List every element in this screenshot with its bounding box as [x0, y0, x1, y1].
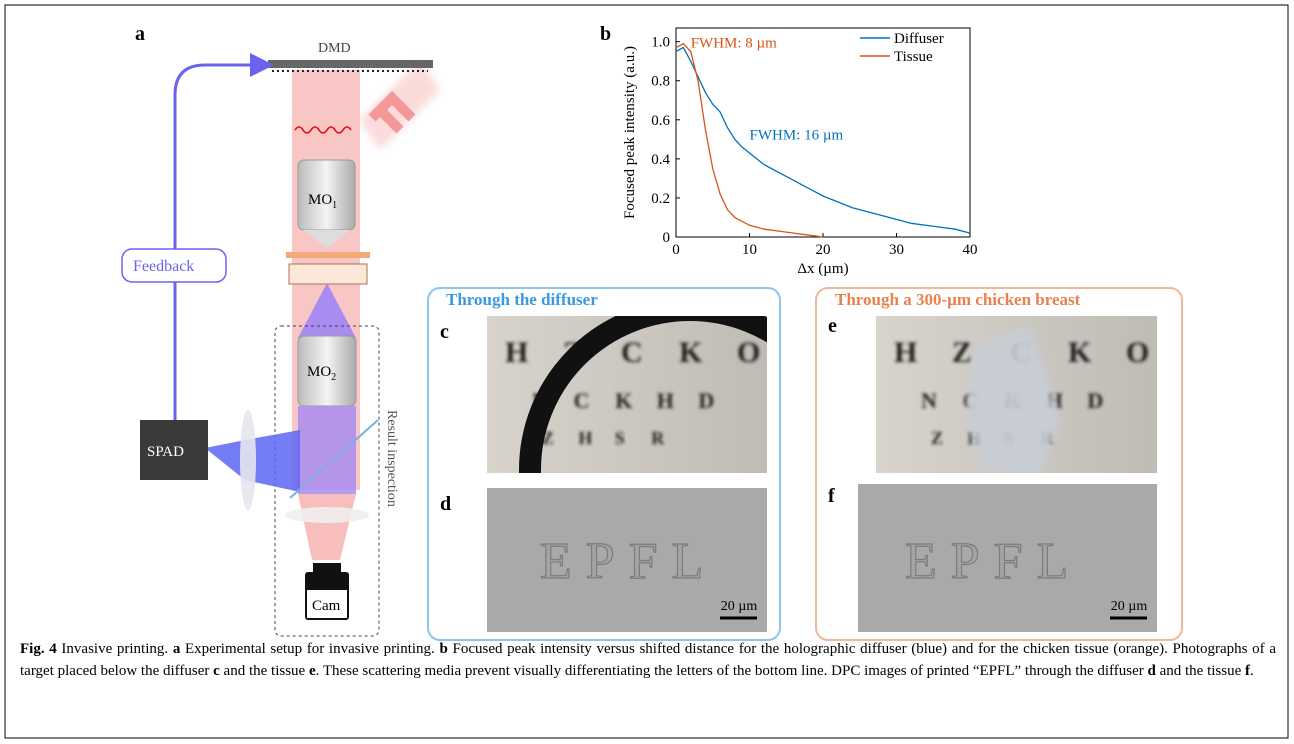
y-tick-label: 0 [663, 230, 671, 246]
dmd [268, 60, 433, 68]
x-tick-label: 0 [672, 242, 680, 258]
label: Cam [312, 598, 341, 614]
label: 1 [332, 200, 337, 211]
eye-chart-letter: K [1068, 336, 1092, 369]
eye-chart-letter: C [574, 388, 590, 413]
y-tick-label: 0.6 [651, 113, 670, 129]
lens [240, 410, 256, 510]
panel-title: Through a 300-µm chicken breast [835, 290, 1081, 309]
caption-text: Experimental setup for invasive printing… [180, 641, 439, 657]
legend-label: Diffuser [894, 31, 944, 47]
figure: a DMD MO1 MO2 Cam Result inspection SPAD… [0, 0, 1294, 744]
annotation: FWHM: 16 µm [750, 127, 844, 143]
chart: 0 10 20 30 40 0 0.2 0.4 0.6 0.8 1.0 Δx (µm) Focused … [622, 28, 978, 277]
label: MO [307, 364, 331, 380]
caption-text: c [213, 663, 220, 679]
y-tick-label: 0.4 [651, 152, 670, 168]
camera [313, 563, 341, 573]
eye-chart-letter: R [651, 428, 665, 448]
beam [298, 494, 356, 560]
legend-label: Tissue [894, 49, 933, 65]
caption-text: e [309, 663, 316, 679]
label: MO [308, 192, 332, 208]
caption-text: Fig. 4 [20, 641, 57, 657]
eye-chart-letter: K [679, 336, 703, 369]
x-tick-label: 10 [742, 242, 757, 258]
caption-text: . [1250, 663, 1254, 679]
scale-bar-label: 20 µm [1111, 599, 1148, 614]
eye-chart-letter: K [615, 388, 632, 413]
x-axis-label: Δx (µm) [797, 261, 848, 277]
scale-bar-label: 20 µm [721, 599, 758, 614]
caption-text: and the tissue [220, 663, 309, 679]
printed-text: EPFL [540, 533, 717, 590]
eye-chart-letter: O [737, 336, 760, 369]
x-tick-label: 40 [963, 242, 978, 258]
annotation: FWHM: 8 µm [691, 36, 777, 52]
panel-label: c [440, 321, 449, 343]
eye-chart-letter: S [615, 428, 625, 448]
eye-chart-letter: C [621, 336, 643, 369]
plate [286, 252, 370, 258]
caption-text: . These scattering media prevent visuall… [316, 663, 1148, 679]
eye-chart-letter: Z [952, 336, 972, 369]
printed-text: EPFL [905, 533, 1082, 590]
label: 2 [331, 372, 336, 383]
eye-chart-letter: H [578, 428, 592, 448]
eye-chart-letter: H [505, 336, 528, 369]
x-tick-label: 30 [889, 242, 904, 258]
x-tick-label: 20 [816, 242, 831, 258]
panel-label: e [828, 315, 837, 337]
eye-chart-letter: N [921, 388, 937, 413]
label: Result inspection [384, 410, 399, 507]
panel-title: Through the diffuser [446, 290, 598, 309]
y-tick-label: 0.8 [651, 74, 670, 90]
caption-text: Invasive printing. [57, 641, 173, 657]
y-axis-label: Focused peak intensity (a.u.) [622, 46, 638, 219]
panel-label: d [440, 493, 451, 515]
caption-text: and the tissue [1156, 663, 1245, 679]
panel-label: f [828, 485, 835, 507]
y-tick-label: 1.0 [651, 35, 670, 51]
page: a DMD MO1 MO2 Cam Result inspection SPAD… [0, 0, 1294, 744]
lens [285, 507, 369, 523]
y-tick-label: 0.2 [651, 191, 670, 207]
label: DMD [318, 41, 351, 56]
beam [298, 406, 356, 494]
eye-chart-letter: D [698, 388, 714, 413]
feedback-arrow [175, 65, 268, 420]
eye-chart-letter: H [657, 388, 674, 413]
label: SPAD [147, 444, 184, 460]
eye-chart-letter: D [1087, 388, 1103, 413]
sample [289, 264, 367, 284]
caption-text: d [1148, 663, 1156, 679]
panel-label: b [600, 23, 611, 45]
label: Feedback [133, 258, 194, 275]
caption-text: b [439, 641, 447, 657]
eye-chart-letter: H [894, 336, 917, 369]
eye-chart-letter: O [1126, 336, 1149, 369]
panel-label: a [135, 23, 145, 45]
caption: Fig. 4 Invasive printing. a Experimental… [20, 638, 1276, 682]
eye-chart-letter: Z [931, 428, 943, 448]
